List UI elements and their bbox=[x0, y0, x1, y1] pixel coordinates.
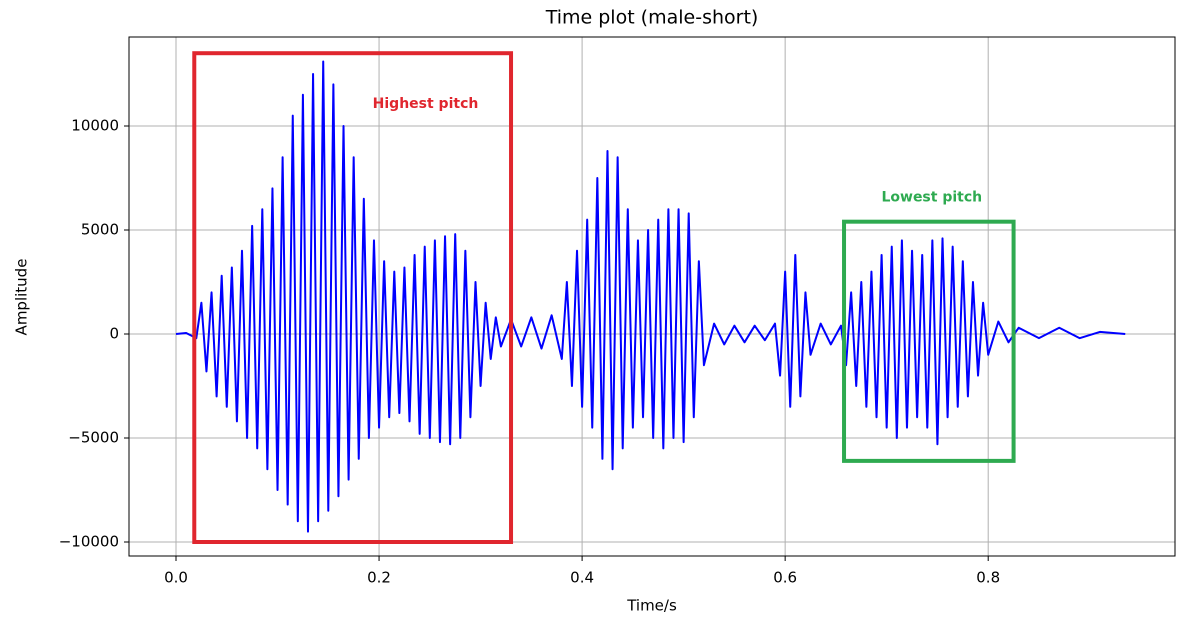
y-tick-label: 0 bbox=[109, 325, 119, 343]
y-axis-label: Amplitude bbox=[13, 259, 31, 336]
y-tick-label: −10000 bbox=[59, 533, 119, 551]
x-axis-label: Time/s bbox=[626, 597, 677, 615]
x-tick-label: 0.0 bbox=[164, 569, 188, 587]
plot-frame bbox=[128, 36, 1176, 557]
annotation-label: Lowest pitch bbox=[881, 190, 982, 206]
chart-title: Time plot (male-short) bbox=[545, 7, 759, 29]
waveform bbox=[175, 60, 1126, 533]
x-tick-label: 0.6 bbox=[773, 569, 797, 587]
y-tick-label: 5000 bbox=[81, 221, 119, 239]
annotation-label: Highest pitch bbox=[373, 96, 479, 112]
x-tick-label: 0.2 bbox=[367, 569, 391, 587]
y-tick-label: −5000 bbox=[68, 429, 119, 447]
annotation-box bbox=[842, 219, 1016, 463]
annotation-box bbox=[192, 51, 514, 545]
y-tick-label: 10000 bbox=[71, 117, 119, 135]
x-tick-label: 0.4 bbox=[570, 569, 594, 587]
x-tick-label: 0.8 bbox=[976, 569, 1000, 587]
